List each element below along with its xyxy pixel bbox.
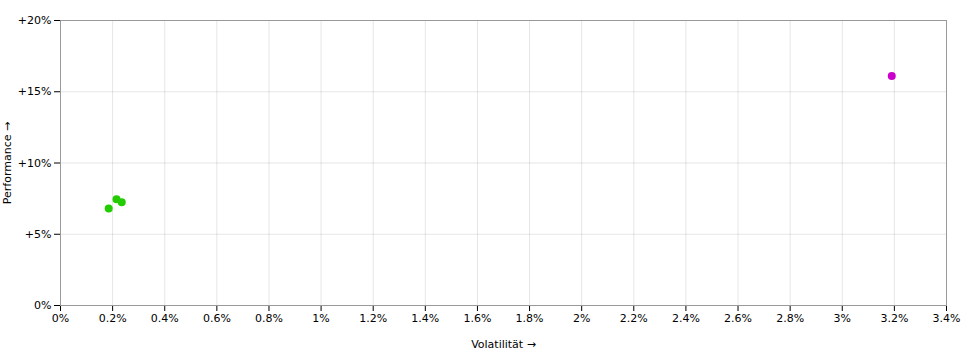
svg-text:+20%: +20% [18,14,52,27]
svg-text:3.2%: 3.2% [880,312,908,325]
svg-text:0.4%: 0.4% [151,312,179,325]
svg-text:+5%: +5% [25,228,52,241]
svg-text:3.4%: 3.4% [933,312,961,325]
svg-text:Volatilität →: Volatilität → [471,338,536,350]
svg-text:0%: 0% [34,299,51,312]
svg-text:1.6%: 1.6% [463,312,491,325]
svg-text:1.4%: 1.4% [411,312,439,325]
svg-text:2.2%: 2.2% [620,312,648,325]
svg-text:1.2%: 1.2% [359,312,387,325]
svg-text:2.8%: 2.8% [776,312,804,325]
svg-text:0.8%: 0.8% [255,312,283,325]
svg-text:+10%: +10% [18,157,52,170]
svg-text:2%: 2% [573,312,590,325]
svg-text:3%: 3% [834,312,851,325]
svg-text:2.6%: 2.6% [724,312,752,325]
svg-text:1%: 1% [312,312,329,325]
svg-text:0%: 0% [52,312,69,325]
svg-text:0.6%: 0.6% [203,312,231,325]
svg-text:0.2%: 0.2% [99,312,127,325]
svg-text:Performance →: Performance → [1,122,14,204]
svg-text:2.4%: 2.4% [672,312,700,325]
svg-text:+15%: +15% [18,85,52,98]
svg-text:1.8%: 1.8% [516,312,544,325]
